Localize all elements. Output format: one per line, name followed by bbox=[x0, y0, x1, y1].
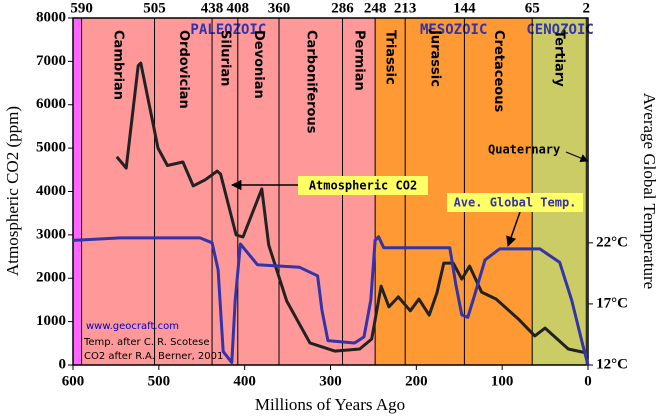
period-label: Jurassic bbox=[427, 29, 442, 87]
period-label: Cretaceous bbox=[491, 30, 506, 112]
credit: Temp. after C. R. Scotese bbox=[83, 337, 210, 348]
y2-tick-label: 17°C bbox=[596, 295, 628, 311]
arrow bbox=[565, 151, 589, 163]
label-box bbox=[298, 176, 428, 195]
credit: CO2 after R.A. Berner, 2001 bbox=[84, 351, 223, 362]
period-label: Carboniferous bbox=[303, 30, 318, 134]
period-label: Cambrian bbox=[111, 30, 126, 100]
x-tick-label: 200 bbox=[405, 373, 428, 389]
y-tick-label: 0 bbox=[59, 356, 67, 372]
x-axis-label: Millions of Years Ago bbox=[255, 395, 405, 414]
top-tick-label: 286 bbox=[331, 0, 354, 16]
y-tick-label: 5000 bbox=[36, 140, 66, 156]
y-tick-label: 4000 bbox=[36, 183, 66, 199]
x-tick-label: 600 bbox=[62, 373, 85, 389]
y2-axis-label: Average Global Temperature bbox=[640, 93, 659, 289]
series-line bbox=[115, 61, 587, 355]
x-tick-label: 500 bbox=[148, 373, 171, 389]
top-tick-label: 505 bbox=[143, 0, 166, 16]
y2-tick-label: 12°C bbox=[596, 356, 628, 372]
top-tick-label: 2 bbox=[583, 0, 591, 16]
top-tick-label: 248 bbox=[364, 0, 387, 16]
period-label: Ordovician bbox=[176, 30, 191, 109]
y-tick-label: 3000 bbox=[36, 226, 66, 242]
y-tick-label: 7000 bbox=[36, 53, 66, 69]
era-label: PALEOZOIC bbox=[190, 22, 266, 38]
y-tick-label: 8000 bbox=[36, 9, 66, 25]
top-tick-label: 213 bbox=[394, 0, 417, 16]
x-tick-label: 300 bbox=[319, 373, 342, 389]
top-tick-label: 360 bbox=[268, 0, 291, 16]
x-tick-label: 0 bbox=[584, 373, 592, 389]
era-label: CENOZOIC bbox=[526, 22, 593, 38]
x-tick-label: 100 bbox=[491, 373, 514, 389]
top-tick-label: 408 bbox=[227, 0, 250, 16]
period-label: Triassic bbox=[383, 30, 398, 85]
period-label: Tertiary bbox=[552, 30, 567, 87]
label-box bbox=[447, 193, 583, 212]
y-tick-label: 6000 bbox=[36, 96, 66, 112]
y-axis-label: Atmospheric CO2 (ppm) bbox=[3, 106, 22, 276]
era-label: MESOZOIC bbox=[420, 22, 487, 38]
era-band bbox=[532, 18, 588, 365]
top-tick-label: 438 bbox=[201, 0, 224, 16]
period-label: Permian bbox=[351, 30, 366, 91]
x-tick-label: 400 bbox=[233, 373, 256, 389]
top-tick-label: 590 bbox=[70, 0, 93, 16]
top-tick-label: 65 bbox=[525, 0, 540, 16]
quaternary-label: Quaternary bbox=[488, 143, 560, 157]
period-label: Devonian bbox=[251, 30, 266, 99]
series-label: Ave. Global Temp. bbox=[454, 196, 577, 210]
top-tick-label: 144 bbox=[453, 0, 476, 16]
y2-tick-label: 22°C bbox=[596, 234, 628, 250]
arrow bbox=[506, 211, 521, 247]
source-url: www.geocraft.com bbox=[86, 321, 179, 332]
y-tick-label: 1000 bbox=[36, 313, 66, 329]
series-line bbox=[72, 235, 590, 366]
series-label: Atmospheric CO2 bbox=[309, 179, 417, 193]
y-tick-label: 2000 bbox=[36, 270, 66, 286]
period-label: Silurian bbox=[217, 30, 232, 86]
